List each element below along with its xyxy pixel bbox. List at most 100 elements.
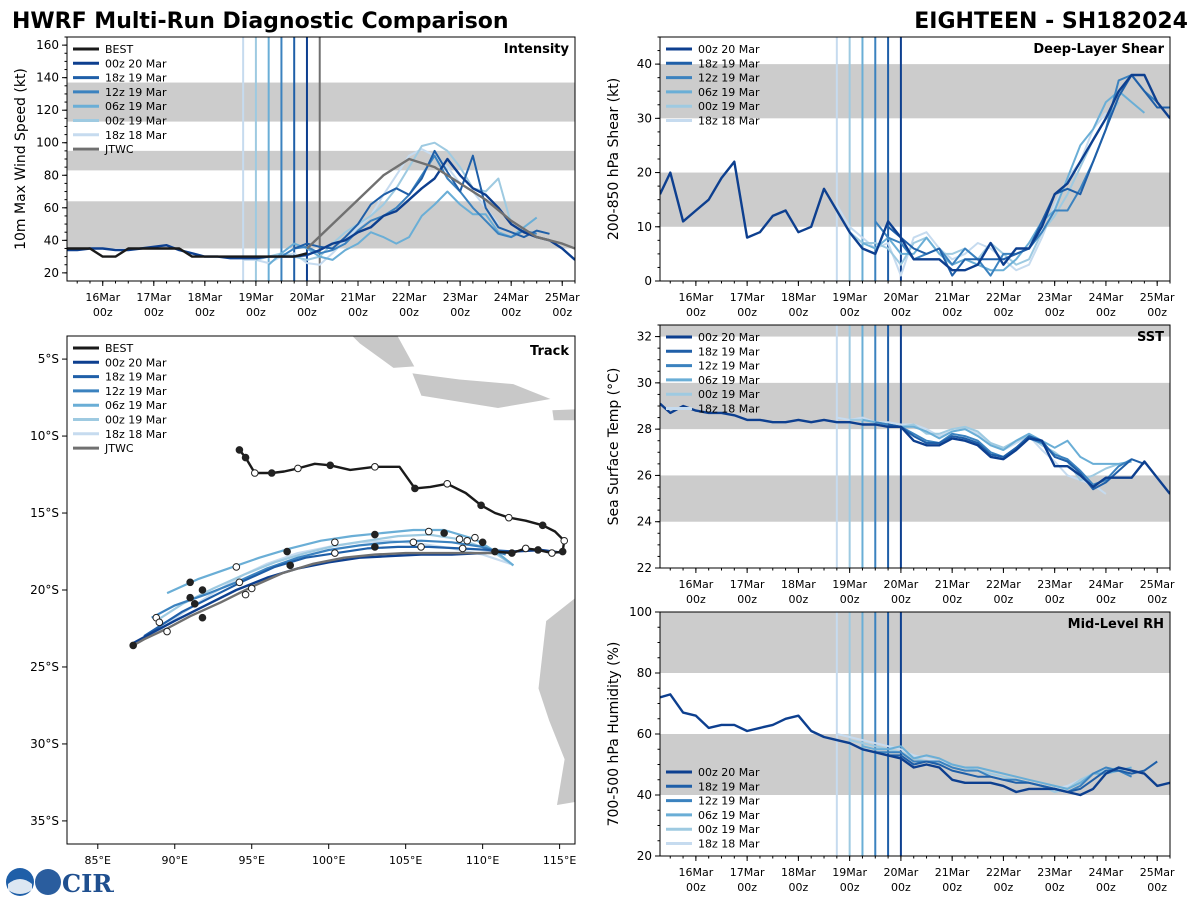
track-marker: [411, 484, 419, 493]
track-legend-label-18z-19-mar: 18z 19 Mar: [105, 371, 167, 384]
shear-xtick-day-9: 24Mar: [1089, 291, 1124, 304]
track-marker: [440, 529, 448, 537]
rh-ytick-label-60: 60: [637, 727, 652, 741]
shear-band-1: [660, 64, 1170, 119]
shear-legend-label-18z-18-mar: 18z 18 Mar: [698, 115, 760, 128]
rh-legend-label-00z-19-mar: 00z 19 Mar: [698, 823, 760, 836]
track-marker: [371, 530, 379, 539]
shear-xtick-day-1: 16Mar: [678, 291, 713, 304]
rh-xtick-day-9: 24Mar: [1089, 866, 1124, 879]
track-marker: [190, 600, 199, 608]
sst-xtick-hour-4: 00z: [840, 593, 860, 606]
sst-ytick-label-26: 26: [637, 468, 652, 482]
track-marker: [508, 549, 516, 557]
shear-xtick-day-6: 21Mar: [935, 291, 970, 304]
shear-xtick-day-2: 17Mar: [730, 291, 765, 304]
track-marker: [294, 464, 302, 473]
sst-xtick-hour-2: 00z: [737, 593, 757, 606]
rh-band-1: [660, 612, 1170, 673]
intensity-xtick-day-2: 17Mar: [136, 291, 171, 304]
cira-emblem: [35, 869, 61, 895]
intensity-xtick-hour-4: 00z: [246, 306, 266, 319]
shear-series-00z-20-mar: [660, 73, 1170, 272]
sst-legend-label-00z-19-mar: 00z 19 Mar: [698, 388, 760, 401]
shear-xtick-hour-6: 00z: [942, 306, 962, 319]
rh-xtick-hour-4: 00z: [840, 881, 860, 894]
intensity-legend-label-jtwc: JTWC: [104, 143, 134, 156]
rh-xtick-day-8: 23Mar: [1037, 866, 1072, 879]
land-mass-0: [351, 336, 416, 369]
intensity-ytick-label-120: 120: [36, 103, 59, 117]
rh-legend-label-18z-19-mar: 18z 19 Mar: [698, 780, 760, 793]
sst-xtick-day-5: 20Mar: [884, 578, 919, 591]
intensity-ytick-label-140: 140: [36, 71, 59, 85]
track-marker: [558, 547, 567, 556]
shear-legend-label-12z-19-mar: 12z 19 Mar: [698, 72, 760, 85]
intensity-xtick-day-9: 24Mar: [494, 291, 529, 304]
sst-panel: 22 24 26 28 30 32 16Mar 00z 17Mar 00z 18Mar 00z 19Ma…: [606, 324, 1175, 606]
sst-panel-label: SST: [1137, 330, 1164, 345]
intensity-band-1: [67, 150, 575, 171]
figure-title: HWRF Multi-Run Diagnostic Comparison: [12, 9, 509, 34]
rh-ytick-label-80: 80: [637, 666, 652, 680]
rh-xtick-hour-6: 00z: [942, 881, 962, 894]
sst-xtick-hour-5: 00z: [891, 593, 911, 606]
intensity-xtick-hour-2: 00z: [144, 306, 164, 319]
track-xtick-label-95: 95°E: [239, 854, 265, 867]
land-mass-3: [537, 597, 575, 806]
sst-ytick-label-32: 32: [637, 330, 652, 344]
track-series-jtwc: [132, 551, 495, 647]
shear-legend-label-00z-19-mar: 00z 19 Mar: [698, 100, 760, 113]
rh-xtick-day-2: 17Mar: [730, 866, 765, 879]
track-marker: [235, 578, 244, 587]
cira-logo: CIRA: [6, 868, 114, 898]
track-marker: [560, 536, 569, 545]
intensity-legend-label-best: BEST: [105, 43, 133, 56]
sst-xtick-hour-1: 00z: [686, 593, 706, 606]
shear-xtick-hour-10: 00z: [1147, 306, 1167, 319]
intensity-series-00z-19-mar: [255, 141, 513, 261]
intensity-xtick-day-10: 25Mar: [545, 291, 580, 304]
rh-series-00z-20-mar: [660, 693, 1170, 797]
sst-ytick-label-30: 30: [637, 376, 652, 390]
shear-xtick-hour-5: 00z: [891, 306, 911, 319]
track-ytick-label-15: 15°S: [30, 506, 59, 520]
track-marker: [267, 469, 276, 477]
track-xtick-label-100: 100°E: [312, 854, 345, 867]
sst-xtick-hour-6: 00z: [942, 593, 962, 606]
shear-xtick-hour-3: 00z: [789, 306, 809, 319]
track-marker: [232, 563, 241, 571]
logo-text: CIRA: [62, 869, 114, 898]
shear-xtick-hour-1: 00z: [686, 306, 706, 319]
track-ytick-label-30: 30°S: [30, 737, 59, 751]
intensity-xtick-hour-3: 00z: [195, 306, 215, 319]
sst-legend-label-12z-19-mar: 12z 19 Mar: [698, 360, 760, 373]
intensity-xtick-hour-10: 00z: [552, 306, 572, 319]
rh-xtick-day-6: 21Mar: [935, 866, 970, 879]
track-marker: [424, 527, 433, 536]
rh-legend-label-12z-19-mar: 12z 19 Mar: [698, 795, 760, 808]
sst-series-18z-19-mar: [887, 423, 1145, 491]
track-marker: [198, 613, 207, 622]
rh-legend-label-18z-18-mar: 18z 18 Mar: [698, 838, 760, 851]
track-legend-label-best: BEST: [105, 342, 133, 355]
track-marker: [534, 546, 542, 554]
intensity-xtick-day-7: 22Mar: [392, 291, 427, 304]
track-legend-label-06z-19-mar: 06z 19 Mar: [105, 399, 167, 412]
sst-ylabel: Sea Surface Temp (°C): [606, 368, 622, 526]
shear-ylabel: 200-850 hPa Shear (kt): [606, 78, 622, 240]
intensity-series-jtwc: [306, 157, 575, 250]
intensity-panel-label: Intensity: [504, 42, 570, 57]
track-ytick-label-10: 10°S: [30, 429, 59, 443]
track-marker: [371, 543, 379, 551]
intensity-ytick-label-80: 80: [44, 168, 59, 182]
sst-xtick-hour-10: 00z: [1147, 593, 1167, 606]
sst-series-18z-18-mar: [836, 416, 1107, 495]
intensity-xtick-day-5: 20Mar: [290, 291, 325, 304]
shear-panel-label: Deep-Layer Shear: [1033, 42, 1164, 57]
track-marker: [129, 641, 137, 650]
rh-xtick-hour-5: 00z: [891, 881, 911, 894]
shear-legend-label-18z-19-mar: 18z 19 Mar: [698, 57, 760, 70]
shear-ytick-label-20: 20: [637, 166, 652, 180]
track-marker: [155, 618, 164, 627]
